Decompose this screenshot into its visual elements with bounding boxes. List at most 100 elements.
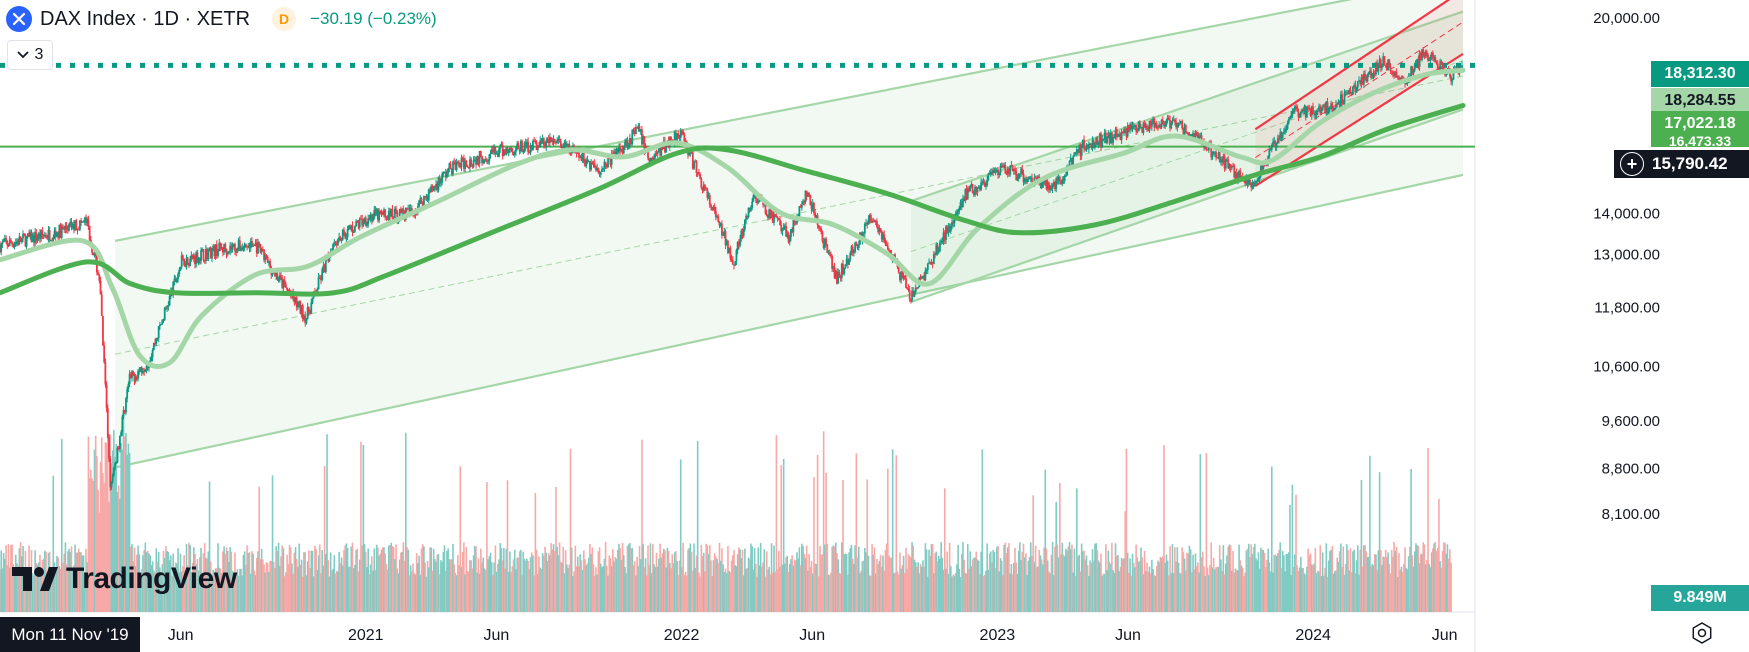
candle-body <box>877 226 880 232</box>
candle-body <box>1325 101 1328 114</box>
volume-bar <box>162 550 165 612</box>
crosshair-price-label[interactable]: + 15,790.42 <box>1614 150 1749 178</box>
candle-body <box>426 195 429 201</box>
volume-bar <box>1215 567 1217 612</box>
candle-body <box>460 157 463 168</box>
candle-body <box>372 217 374 221</box>
channel-upper-mid[interactable] <box>910 10 1464 203</box>
volume-bar <box>627 544 630 612</box>
candle-body <box>1433 56 1436 59</box>
channel-upper-red[interactable] <box>1254 0 1463 131</box>
candle-body <box>1052 182 1055 187</box>
candle-body <box>1 241 4 245</box>
indicators-toggle-button[interactable]: 3 <box>7 40 53 70</box>
candle-body <box>1284 129 1287 132</box>
volume-bar <box>1245 550 1248 612</box>
volume-bar <box>515 569 517 612</box>
settings-icon[interactable] <box>1690 621 1714 645</box>
volume-bar <box>1017 550 1020 612</box>
candle-body <box>494 146 497 154</box>
candles[interactable] <box>0 47 1463 491</box>
candle-body <box>133 374 136 382</box>
add-alert-icon[interactable]: + <box>1620 152 1644 176</box>
candle-body <box>318 277 321 279</box>
channel-lower-mid[interactable] <box>910 108 1464 303</box>
candle-body <box>848 259 850 265</box>
volume-bar <box>414 574 417 612</box>
candle-body <box>814 212 817 218</box>
candle-body <box>1377 66 1380 72</box>
volume-bar <box>910 557 912 612</box>
volume-bar <box>1049 573 1051 612</box>
tradingview-logo[interactable]: TradingView <box>10 562 237 596</box>
candle-body <box>115 461 118 464</box>
candle-body <box>1331 104 1334 114</box>
volume-bar <box>988 553 991 612</box>
candle-body <box>849 252 852 260</box>
volume-bar <box>1430 552 1433 612</box>
volume-bar <box>257 551 259 612</box>
candle-body <box>701 187 704 191</box>
volume-bar <box>1195 566 1198 612</box>
candle-body <box>1046 182 1049 190</box>
candle-body <box>1018 173 1021 175</box>
x-tick-label: 2024 <box>1295 627 1331 644</box>
candle-body <box>1390 70 1393 72</box>
candle-body <box>1097 142 1100 145</box>
volume-bar <box>303 552 305 612</box>
candle-body <box>937 251 940 253</box>
volume-bar <box>997 545 999 612</box>
candle-body <box>1247 180 1250 185</box>
candle-body <box>160 323 162 325</box>
candle-body <box>1160 119 1163 128</box>
candle-body <box>505 147 508 155</box>
candle-body <box>1012 168 1015 171</box>
candle-body <box>905 278 907 289</box>
volume-bar <box>1143 550 1146 612</box>
data-badge[interactable]: D <box>272 7 297 31</box>
candle-body <box>817 225 820 228</box>
volume-bar <box>98 512 101 612</box>
channel-fill-red[interactable] <box>1255 0 1463 186</box>
volume-bar <box>334 573 337 612</box>
volume-bar <box>1350 572 1353 612</box>
candle-body <box>712 206 715 211</box>
moving-average-fast[interactable] <box>0 67 1466 370</box>
volume-bar <box>865 552 867 612</box>
candle-body <box>123 410 126 413</box>
volume-bar <box>879 554 882 612</box>
candle-body <box>1371 76 1374 78</box>
candle-body <box>488 154 491 162</box>
candle-body <box>597 168 600 173</box>
channel-upper-main[interactable] <box>114 0 1463 242</box>
candle-body <box>509 147 511 151</box>
volume-bar <box>808 554 810 612</box>
candle-body <box>1416 59 1419 61</box>
symbol-icon[interactable] <box>6 6 32 32</box>
moving-average-slow[interactable] <box>0 102 1466 297</box>
volume-bar <box>1218 545 1221 612</box>
channel-lower-main[interactable] <box>114 173 1464 469</box>
volume-bar <box>459 466 462 612</box>
symbol-title[interactable]: DAX Index · 1D · XETR <box>40 7 251 30</box>
volume-bar <box>815 563 818 612</box>
candle-body <box>106 408 109 438</box>
candle-body <box>694 161 697 163</box>
candle-body <box>951 221 953 227</box>
volume-bar <box>1016 573 1019 612</box>
candle-body <box>439 182 442 184</box>
volume-bar <box>283 576 286 612</box>
candle-body <box>110 481 113 488</box>
candle-body <box>22 234 24 239</box>
volume-bar <box>1185 570 1187 612</box>
candle-body <box>1073 152 1076 157</box>
volume-bar <box>946 551 948 612</box>
candle-body <box>121 416 124 433</box>
candle-body <box>1302 109 1305 112</box>
candle-body <box>804 190 807 202</box>
candle-body <box>1249 180 1251 185</box>
candle-body <box>1227 159 1230 169</box>
volume-bar <box>699 576 701 612</box>
volume-bar <box>93 449 96 612</box>
